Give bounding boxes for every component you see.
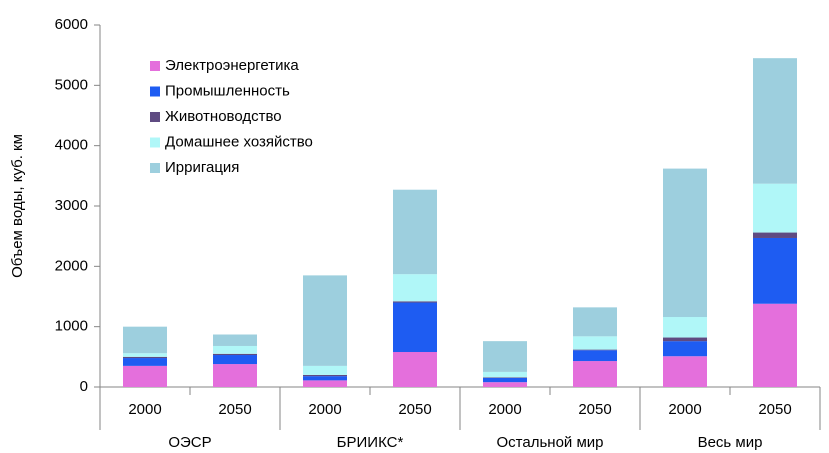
bar-segment bbox=[663, 317, 707, 338]
y-tick-label: 4000 bbox=[55, 137, 88, 154]
bar-segment bbox=[303, 376, 347, 381]
bar-segment bbox=[213, 353, 257, 356]
bar-segment bbox=[663, 337, 707, 342]
bar-segment bbox=[573, 350, 617, 362]
group-label: ОЭСР bbox=[168, 434, 211, 451]
bar-segment bbox=[483, 371, 527, 378]
bar-segment bbox=[393, 274, 437, 302]
bar-segment bbox=[663, 341, 707, 357]
bar-segment bbox=[393, 301, 437, 303]
bar-segment bbox=[483, 377, 527, 383]
y-tick-label: 1000 bbox=[55, 318, 88, 335]
bar-segment bbox=[213, 345, 257, 354]
legend-swatch bbox=[150, 137, 160, 148]
legend-label: Домашнее хозяйство bbox=[165, 133, 313, 150]
group-label: Весь мир bbox=[698, 434, 763, 451]
legend-swatch bbox=[150, 112, 160, 122]
bar-segment bbox=[753, 58, 797, 184]
bar-segment bbox=[303, 374, 347, 377]
x-tick-label: 2000 bbox=[488, 401, 521, 418]
bar-segment bbox=[213, 334, 257, 346]
y-tick-label: 3000 bbox=[55, 197, 88, 214]
y-tick-label: 2000 bbox=[55, 257, 88, 274]
x-tick-label: 2050 bbox=[758, 401, 791, 418]
bar-segment bbox=[213, 364, 257, 387]
x-tick-label: 2000 bbox=[308, 401, 341, 418]
bar-segment bbox=[663, 356, 707, 387]
bar-segment bbox=[393, 352, 437, 387]
y-axis-label: Объем воды, куб. км bbox=[9, 134, 26, 278]
bar-segment bbox=[573, 336, 617, 350]
bar-segment bbox=[393, 302, 437, 353]
bar-segment bbox=[753, 183, 797, 233]
legend-swatch bbox=[150, 163, 160, 173]
bar-segment bbox=[753, 232, 797, 238]
bar-segment bbox=[573, 349, 617, 351]
bar-segment bbox=[483, 377, 527, 378]
bar-segment bbox=[303, 275, 347, 366]
bar-segment bbox=[303, 365, 347, 375]
bar-segment bbox=[393, 189, 437, 275]
bar-segment bbox=[123, 358, 167, 366]
x-tick-label: 2000 bbox=[128, 401, 161, 418]
x-tick-label: 2000 bbox=[668, 401, 701, 418]
bar-segment bbox=[123, 356, 167, 359]
legend-swatch bbox=[150, 86, 160, 97]
bar-segment bbox=[123, 326, 167, 354]
x-tick-label: 2050 bbox=[398, 401, 431, 418]
bar-segment bbox=[753, 303, 797, 387]
bar-segment bbox=[483, 382, 527, 387]
bar-segment bbox=[573, 307, 617, 337]
bar-segment bbox=[123, 353, 167, 357]
x-tick-label: 2050 bbox=[578, 401, 611, 418]
bar-segment bbox=[123, 365, 167, 387]
legend-label: Электроэнергетика bbox=[165, 57, 299, 74]
bar-segment bbox=[303, 380, 347, 387]
legend-label: Ирригация bbox=[165, 159, 239, 176]
x-tick-label: 2050 bbox=[218, 401, 251, 418]
y-tick-label: 5000 bbox=[55, 76, 88, 93]
bar-segment bbox=[573, 361, 617, 387]
bar-segment bbox=[753, 237, 797, 304]
y-tick-label: 6000 bbox=[55, 16, 88, 33]
group-label: Остальной мир bbox=[497, 434, 604, 451]
bar-segment bbox=[483, 341, 527, 372]
group-label: БРИИКС* bbox=[337, 434, 404, 451]
bar-segment bbox=[663, 168, 707, 318]
legend-swatch bbox=[150, 61, 160, 71]
legend-label: Животноводство bbox=[165, 108, 282, 125]
legend-label: Промышленность bbox=[165, 82, 290, 99]
bar-segment bbox=[213, 355, 257, 365]
y-tick-label: 0 bbox=[80, 378, 88, 395]
